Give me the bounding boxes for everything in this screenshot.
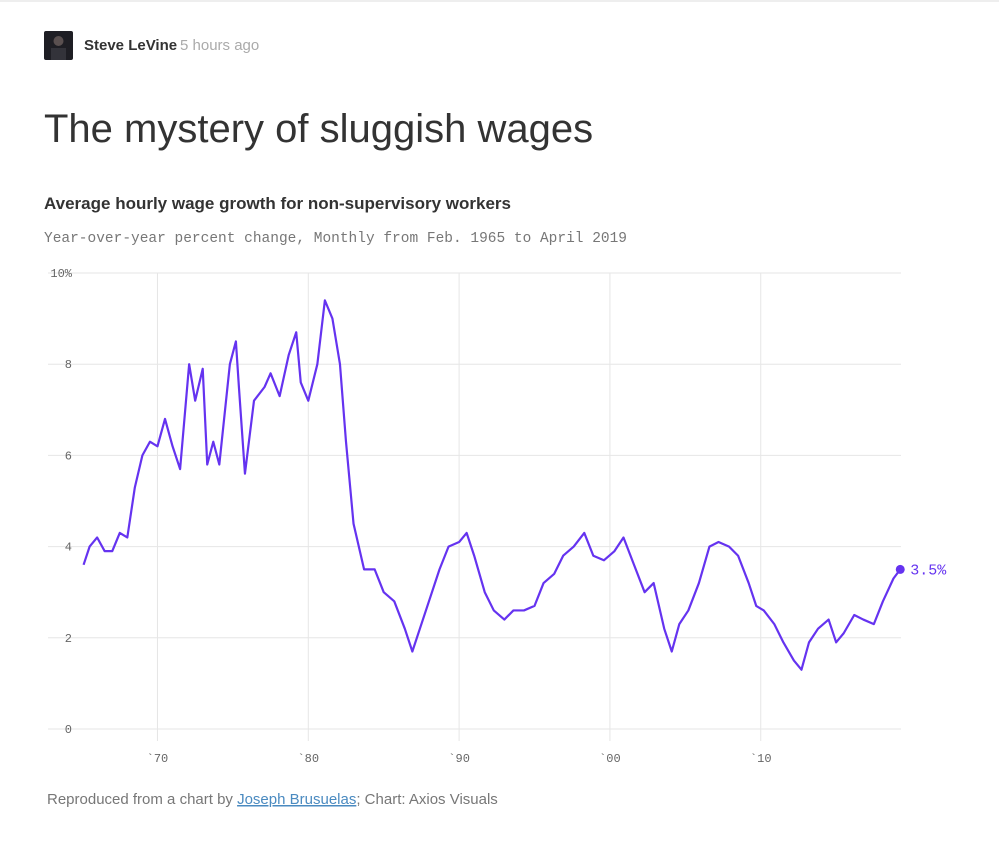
x-tick-label: `70	[147, 752, 169, 766]
y-tick-label: 8	[65, 358, 72, 372]
author: Steve LeVine	[84, 37, 177, 54]
x-tick-label: `00	[599, 752, 621, 766]
source: Reproduced from a chart by Joseph Brusue…	[47, 791, 498, 808]
source-prefix: Reproduced from a chart by	[47, 791, 237, 808]
headline: The mystery of sluggish wages	[44, 107, 593, 151]
y-tick-label: 4	[65, 541, 72, 555]
x-tick-label: `80	[297, 752, 319, 766]
time: 5 hours ago	[180, 37, 259, 54]
avatar-face	[53, 36, 64, 46]
chart-title: Average hourly wage growth for non-super…	[44, 194, 511, 213]
avatar-body	[51, 48, 66, 60]
plot: 0 2 4 6 8 10% `70 `80 `90 `00 `10 3.5%	[48, 267, 947, 766]
y-tick-label: 10%	[50, 267, 72, 281]
end-dot	[895, 564, 905, 574]
source-link[interactable]: Joseph Brusuelas	[237, 791, 356, 808]
y-tick-label: 0	[65, 723, 72, 737]
chart-subtitle: Year-over-year percent change, Monthly f…	[44, 231, 627, 247]
x-tick-label: `10	[750, 752, 772, 766]
end-label: 3.5%	[910, 562, 947, 579]
y-tick-label: 2	[65, 632, 72, 646]
y-tick-label: 6	[65, 449, 72, 463]
x-tick-label: `90	[448, 752, 470, 766]
source-suffix: ; Chart: Axios Visuals	[356, 791, 497, 808]
line	[82, 299, 902, 671]
